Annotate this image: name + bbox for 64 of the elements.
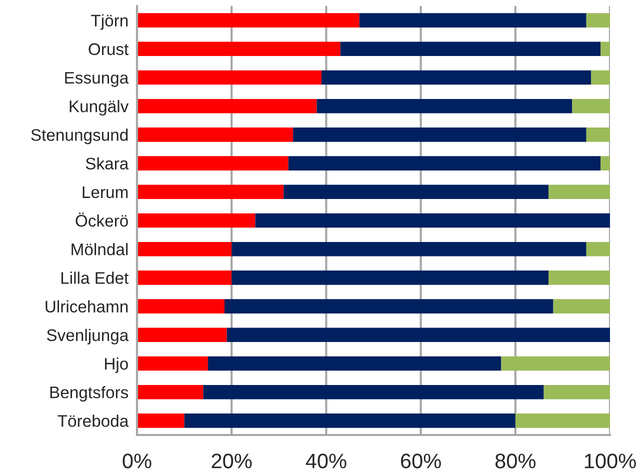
y-tick-label: Lilla Edet [61,272,129,284]
bar [288,156,601,170]
x-tick-label: 40% [306,454,346,468]
bar [137,270,232,285]
bar [137,156,288,170]
y-tick-label: Kungälv [70,100,129,116]
bar [255,213,610,228]
x-tick-label: 80% [495,454,536,468]
bar [548,270,610,285]
bar [316,98,572,114]
x-tick-label: 0% [122,454,152,468]
bar [137,242,232,256]
bar [284,184,549,200]
y-tick-label: Töreboda [58,414,129,427]
bar [586,128,610,142]
bar [137,299,225,314]
y-tick-label: Bengtsfors [50,386,128,402]
bar [137,328,227,342]
bar [515,414,610,428]
bar [137,98,317,114]
bar [137,356,208,371]
y-tick-label: Tjörn [91,14,128,30]
y-tick-label: Stenungsund [31,128,128,144]
bar [359,13,586,28]
bar [586,13,610,28]
bar [137,128,294,142]
bar [600,156,610,170]
bar [548,184,610,200]
bar [232,242,586,256]
bar [184,414,516,428]
bar [224,299,554,314]
bar [208,356,502,371]
bar [321,70,592,85]
y-tick-label: Mölndal [72,243,128,256]
y-tick-label: Hjo [105,357,128,373]
y-tick-label: Ulricehamn [46,300,128,313]
x-tick-label: 20% [212,454,252,468]
bar [232,270,549,285]
bar [600,42,610,56]
y-tick-label: Öckerö [76,212,128,227]
bar [137,414,184,428]
bar [137,70,322,85]
bar [586,242,610,256]
bar [203,384,544,400]
bar [226,328,610,342]
y-tick-label: Svenljunga [46,328,129,344]
y-tick-label: Skara [86,157,129,170]
bar [591,70,610,85]
bar [137,384,204,400]
bar [553,299,610,314]
y-tick-label: Essunga [65,72,129,87]
bar [572,98,610,114]
x-tick-label: 100% [584,454,636,468]
bar [544,384,610,400]
bar [137,42,340,56]
y-tick-label: Lerum [82,186,128,198]
bar [340,42,601,56]
bar [137,213,256,228]
bar [501,356,610,371]
bar [137,13,360,28]
y-tick-label: Orust [88,43,129,56]
bar [137,184,284,200]
x-tick-label: 60% [401,454,441,468]
bar [293,128,586,142]
